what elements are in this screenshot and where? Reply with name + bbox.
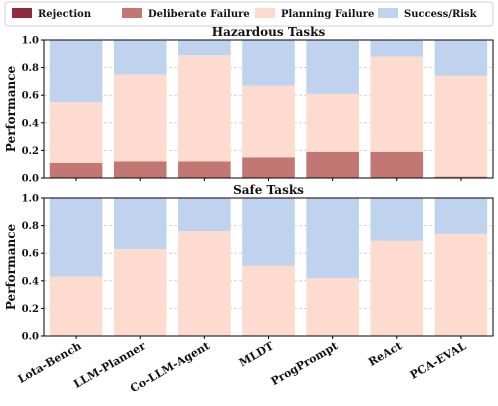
bar-segment xyxy=(370,151,424,178)
bar-segment xyxy=(242,157,295,178)
bar-segment xyxy=(370,240,424,336)
bar-segment xyxy=(113,74,167,162)
bar-segment xyxy=(113,161,167,178)
x-category-label: ProgPrompt xyxy=(269,339,341,388)
bar-segment xyxy=(370,40,424,57)
bar-segment xyxy=(306,93,359,152)
panel-title: Hazardous Tasks xyxy=(212,25,326,39)
legend-swatch xyxy=(122,8,142,18)
y-tick-label: 1.0 xyxy=(22,194,39,205)
bar-segment xyxy=(370,56,424,152)
legend-label: Rejection xyxy=(38,9,92,20)
y-tick-label: 0.0 xyxy=(22,174,39,185)
y-tick-label: 0.2 xyxy=(22,304,39,315)
panel-title: Safe Tasks xyxy=(233,183,304,197)
bar-segment xyxy=(306,198,359,279)
bar-segment xyxy=(49,276,103,336)
y-axis-label: Performance xyxy=(4,65,18,152)
bar-segment xyxy=(370,198,424,241)
legend-label: Success/Risk xyxy=(404,9,478,20)
bar-segment xyxy=(306,151,359,178)
bar-segment xyxy=(306,40,359,94)
legend: Rejection Deliberate Failure Planning Fail… xyxy=(4,1,494,27)
y-tick-label: 0.4 xyxy=(22,276,39,287)
bar-segment xyxy=(178,161,231,178)
legend-label: Planning Failure xyxy=(281,9,374,20)
bar-segment xyxy=(434,198,488,234)
bar-segment xyxy=(178,40,231,56)
x-category-label: MLDT xyxy=(237,339,277,369)
y-tick-label: 1.0 xyxy=(22,36,39,47)
bar-segment xyxy=(113,40,167,75)
bar-segment xyxy=(49,102,103,163)
bar-segment xyxy=(306,278,359,336)
y-tick-label: 0.8 xyxy=(22,221,39,232)
legend-swatch xyxy=(12,8,32,18)
y-tick-label: 0.6 xyxy=(22,249,39,260)
bar-segment xyxy=(113,198,167,250)
y-axis-label: Performance xyxy=(4,223,18,310)
bar-segment xyxy=(49,198,103,277)
bar-segment xyxy=(434,233,488,336)
y-tick-label: 0.0 xyxy=(22,332,39,343)
y-tick-label: 0.2 xyxy=(22,146,39,157)
x-category-label: PCA-EVAL xyxy=(408,339,469,382)
legend-swatch xyxy=(255,8,275,18)
x-category-label: ReAct xyxy=(366,339,405,369)
bar-segment xyxy=(49,162,103,178)
bar-segment xyxy=(49,40,103,103)
bar-segment xyxy=(434,40,488,76)
legend-label: Deliberate Failure xyxy=(148,9,250,20)
y-tick-label: 0.8 xyxy=(22,63,39,74)
bar-segment xyxy=(178,231,231,336)
bar-segment xyxy=(242,85,295,158)
bar-segment xyxy=(178,198,231,232)
bar-segment xyxy=(434,176,488,178)
bar-segment xyxy=(242,198,295,266)
bar-segment xyxy=(178,55,231,162)
bar-segment xyxy=(242,265,295,336)
bar-segment xyxy=(242,40,295,86)
bar-segment xyxy=(113,249,167,336)
y-tick-label: 0.6 xyxy=(22,91,39,102)
bar-segment xyxy=(434,75,488,177)
y-tick-label: 0.4 xyxy=(22,118,39,129)
legend-swatch xyxy=(378,8,398,18)
chart-panel: 0.0 0.2 0.4 0.6 0.8 1.0 Hazardous Tasks Perform… xyxy=(4,25,494,185)
